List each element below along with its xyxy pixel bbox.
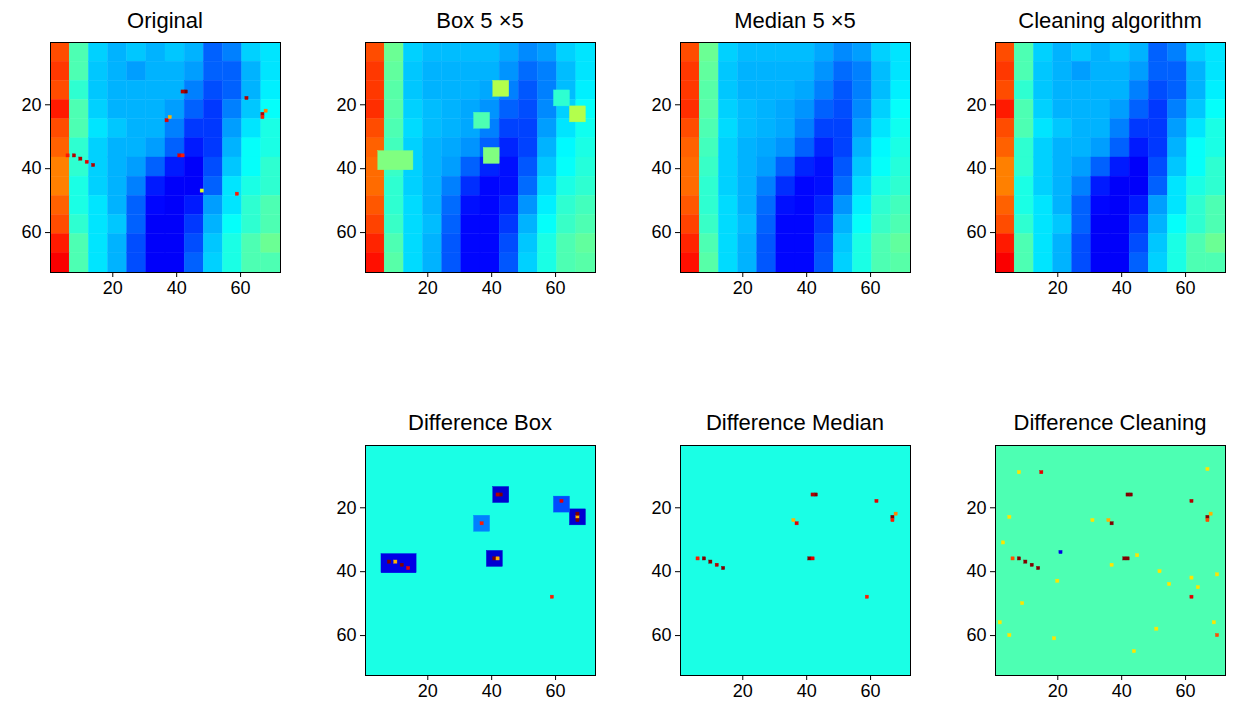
svg-text:40: 40: [21, 158, 41, 178]
svg-text:40: 40: [482, 278, 502, 298]
html-text:Cleaning algorithm: Cleaning algorithm: [1018, 8, 1202, 33]
svg-text:60: 60: [966, 222, 986, 242]
svg-text:60: 60: [1176, 681, 1196, 701]
html-text:Box 5 ×5: Box 5 ×5: [436, 8, 524, 33]
svg-text:60: 60: [231, 278, 251, 298]
svg-text:40: 40: [651, 561, 671, 581]
svg-text:40: 40: [336, 561, 356, 581]
svg-text:40: 40: [482, 681, 502, 701]
svg-text:40: 40: [966, 158, 986, 178]
svg-text:60: 60: [861, 681, 881, 701]
svg-text:40: 40: [336, 158, 356, 178]
html-text:Original: Original: [127, 8, 203, 33]
svg-text:40: 40: [1112, 681, 1132, 701]
svg-text:60: 60: [1176, 278, 1196, 298]
svg-text:40: 40: [797, 278, 817, 298]
svg-text:20: 20: [1048, 278, 1068, 298]
svg-text:20: 20: [336, 498, 356, 518]
svg-text:20: 20: [651, 95, 671, 115]
svg-text:20: 20: [21, 95, 41, 115]
html-text:Difference Box: Difference Box: [408, 410, 552, 435]
svg-text:40: 40: [167, 278, 187, 298]
svg-text:20: 20: [733, 278, 753, 298]
svg-text:40: 40: [797, 681, 817, 701]
svg-text:60: 60: [651, 222, 671, 242]
svg-text:60: 60: [966, 625, 986, 645]
html-text:Difference Cleaning: Difference Cleaning: [1013, 410, 1207, 435]
svg-text:20: 20: [103, 278, 123, 298]
svg-text:60: 60: [21, 222, 41, 242]
svg-text:60: 60: [336, 222, 356, 242]
svg-text:20: 20: [651, 498, 671, 518]
svg-text:60: 60: [861, 278, 881, 298]
svg-text:40: 40: [651, 158, 671, 178]
svg-text:40: 40: [1112, 278, 1132, 298]
svg-text:20: 20: [733, 681, 753, 701]
svg-text:40: 40: [966, 561, 986, 581]
svg-text:60: 60: [336, 625, 356, 645]
html-text:Difference Median: Difference Median: [705, 410, 885, 435]
svg-text:60: 60: [546, 681, 566, 701]
svg-text:20: 20: [966, 95, 986, 115]
svg-text:20: 20: [418, 278, 438, 298]
svg-text:20: 20: [1048, 681, 1068, 701]
svg-text:20: 20: [418, 681, 438, 701]
svg-text:60: 60: [546, 278, 566, 298]
svg-text:20: 20: [966, 498, 986, 518]
html-text:Median 5 ×5: Median 5 ×5: [734, 8, 856, 33]
svg-text:60: 60: [651, 625, 671, 645]
svg-text:20: 20: [336, 95, 356, 115]
